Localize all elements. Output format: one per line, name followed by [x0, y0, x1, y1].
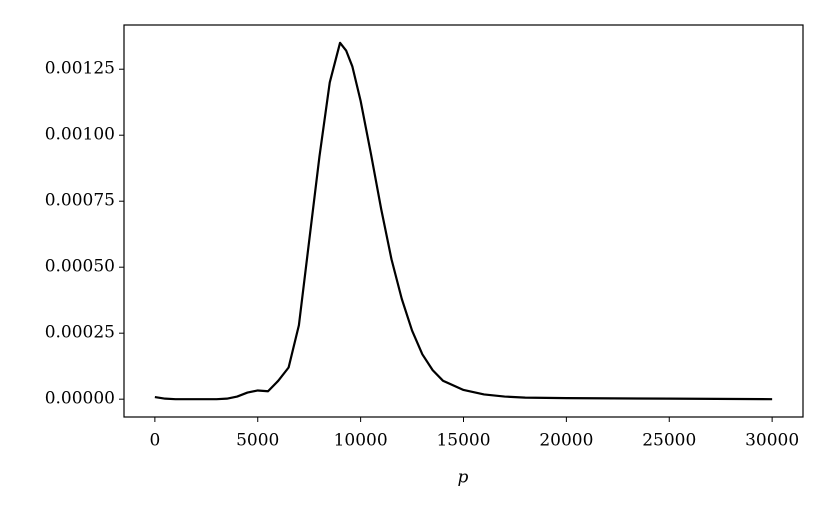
x-tick-label: 25000	[642, 431, 696, 451]
x-tick-label: 15000	[436, 431, 490, 451]
x-tick-label: 10000	[334, 431, 388, 451]
plot-frame	[123, 24, 804, 418]
x-tick-label: 30000	[745, 431, 799, 451]
x-tick-label: 20000	[539, 431, 593, 451]
x-tick-label: 5000	[236, 431, 279, 451]
line	[154, 41, 773, 401]
y-tick-label: 0.00100	[45, 125, 115, 145]
y-tick-label: 0.00125	[45, 59, 115, 79]
y-tick-label: 0.00025	[45, 323, 115, 343]
x-tick-label: 0	[149, 431, 160, 451]
x-axis-label: p	[458, 468, 469, 488]
y-tick-label: 0.00000	[45, 389, 115, 409]
y-tick-label: 0.00075	[45, 191, 115, 211]
y-tick-label: 0.00050	[45, 257, 115, 277]
